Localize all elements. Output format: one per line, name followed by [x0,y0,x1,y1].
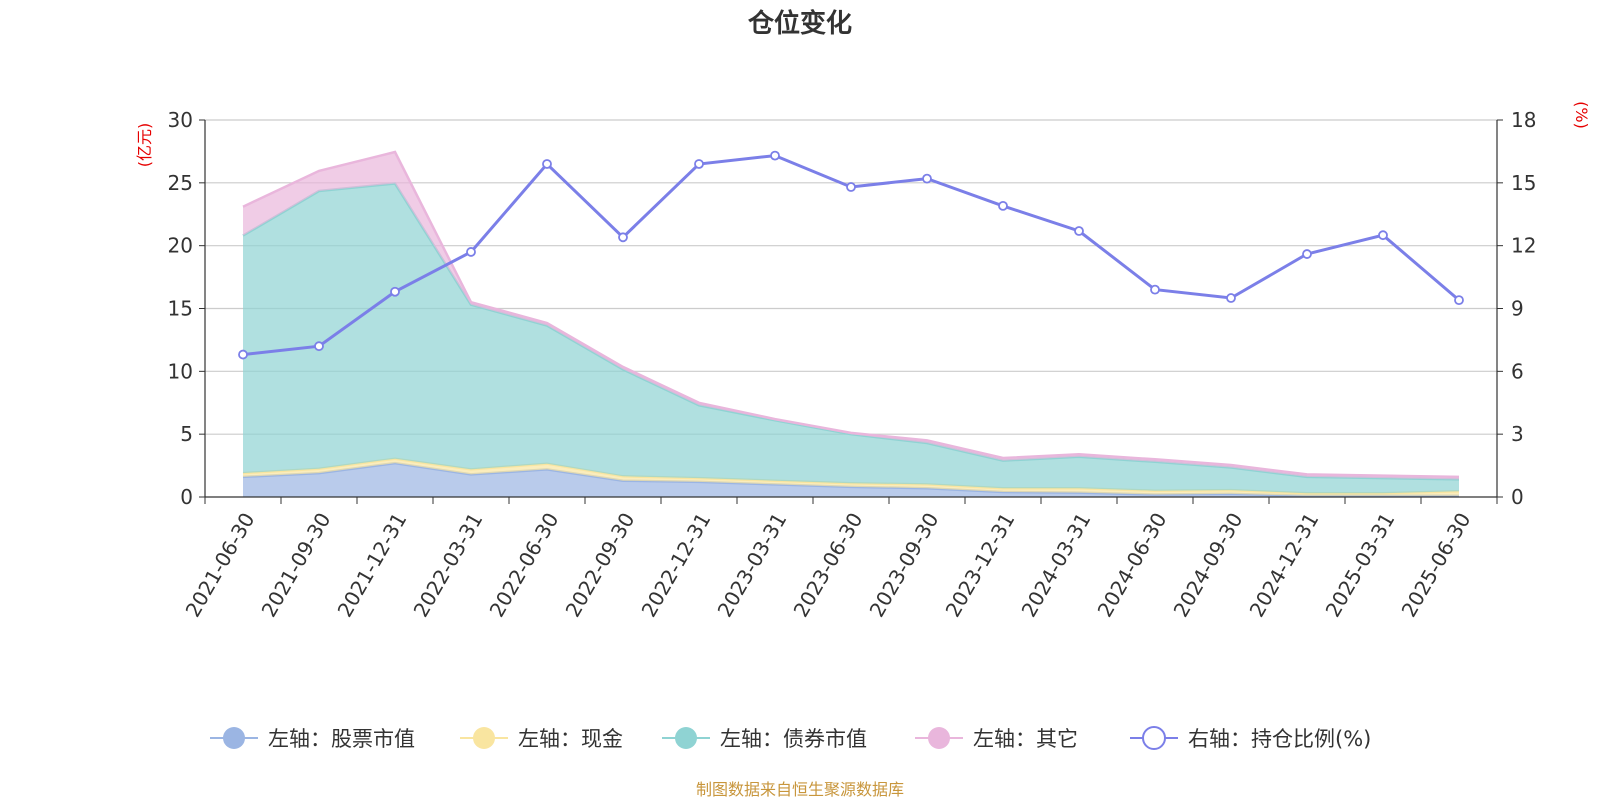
legend-label: 左轴：债券市值 [720,727,867,751]
legend-marker [1142,726,1166,750]
ratio-point [922,173,932,184]
x-axis-tick-label: 2024-09-30 [1169,509,1248,622]
ratio-point [1150,284,1160,295]
x-axis-tick-label: 2024-06-30 [1093,509,1172,622]
x-axis-tick-label: 2023-12-31 [941,509,1020,622]
ratio-point [1454,295,1464,306]
right-axis-tick-label: 12 [1511,234,1536,258]
chart-title: 仓位变化 [747,8,852,39]
right-axis-unit: (%) [1572,101,1591,129]
right-axis-tick-label: 15 [1511,171,1536,195]
right-axis-tick-label: 9 [1511,297,1524,321]
legend-marker [675,727,697,749]
ratio-point [1378,230,1388,241]
x-axis-tick-label: 2021-09-30 [257,509,336,622]
ratio-point [466,247,476,257]
ratio-point [846,182,856,192]
left-axis-unit: (亿元) [135,123,154,168]
x-axis-tick-label: 2023-09-30 [865,509,944,622]
x-axis-tick-label: 2022-12-31 [637,509,716,622]
right-axis-tick-label: 3 [1511,422,1524,446]
right-axis-tick-label: 6 [1511,359,1524,383]
left-axis-tick-label: 30 [168,108,193,132]
ratio-point [998,200,1008,211]
ratio-point [390,286,400,297]
left-axis-tick-label: 5 [180,422,193,446]
legend: 左轴：股票市值 左轴：现金 左轴：债券市值 左轴：其它 右轴：持仓比例(%) [210,726,1371,751]
x-axis-tick-label: 2021-12-31 [333,509,412,622]
ratio-point [1074,226,1084,236]
legend-label: 左轴：其它 [973,727,1078,751]
right-axis-tick-label: 18 [1511,108,1536,132]
source-note: 制图数据来自恒生聚源数据库 [696,780,904,799]
x-axis-tick-label: 2024-12-31 [1245,509,1324,622]
ratio-point [542,159,552,169]
legend-marker [473,727,495,749]
area-series-3 [243,183,1459,494]
line-layer [238,150,1464,360]
left-axis-tick-label: 0 [180,485,193,509]
area-layer [242,150,1460,497]
left-axis-tick-label: 20 [168,234,193,258]
area-edge-series-4 [242,150,1460,479]
legend-marker [223,727,245,749]
x-axis-tick-label: 2025-03-31 [1321,509,1400,622]
left-axis-tick-label: 25 [168,171,193,195]
x-axis-tick-label: 2024-03-31 [1017,509,1096,622]
legend-label: 右轴：持仓比例(%) [1188,727,1371,751]
left-axis-tick-label: 15 [168,297,193,321]
x-axis-tick-label: 2022-03-31 [409,509,488,622]
legend-label: 左轴：现金 [518,727,623,751]
x-axis-tick-label: 2025-06-30 [1397,509,1476,622]
x-axis-tick-label: 2023-06-30 [789,509,868,622]
x-axis-tick-label: 2022-06-30 [485,509,564,622]
x-axis-tick-label: 2023-03-31 [713,509,792,622]
x-axis-tick-label: 2021-06-30 [181,509,260,622]
ratio-point [238,349,248,360]
area-series-4 [243,152,1459,480]
x-axis-tick-label: 2022-09-30 [561,509,640,622]
left-axis-tick-label: 10 [168,359,193,383]
ratio-point [314,341,324,352]
legend-marker [928,727,950,749]
ratio-point [694,159,704,169]
right-axis-tick-label: 0 [1511,485,1524,509]
ratio-point [1226,293,1236,303]
area-series-1 [243,463,1459,497]
area-series-2 [243,458,1459,496]
ratio-point [770,150,780,161]
ratio-point [1302,249,1312,259]
legend-label: 左轴：股票市值 [268,727,415,751]
ratio-point [618,232,628,243]
